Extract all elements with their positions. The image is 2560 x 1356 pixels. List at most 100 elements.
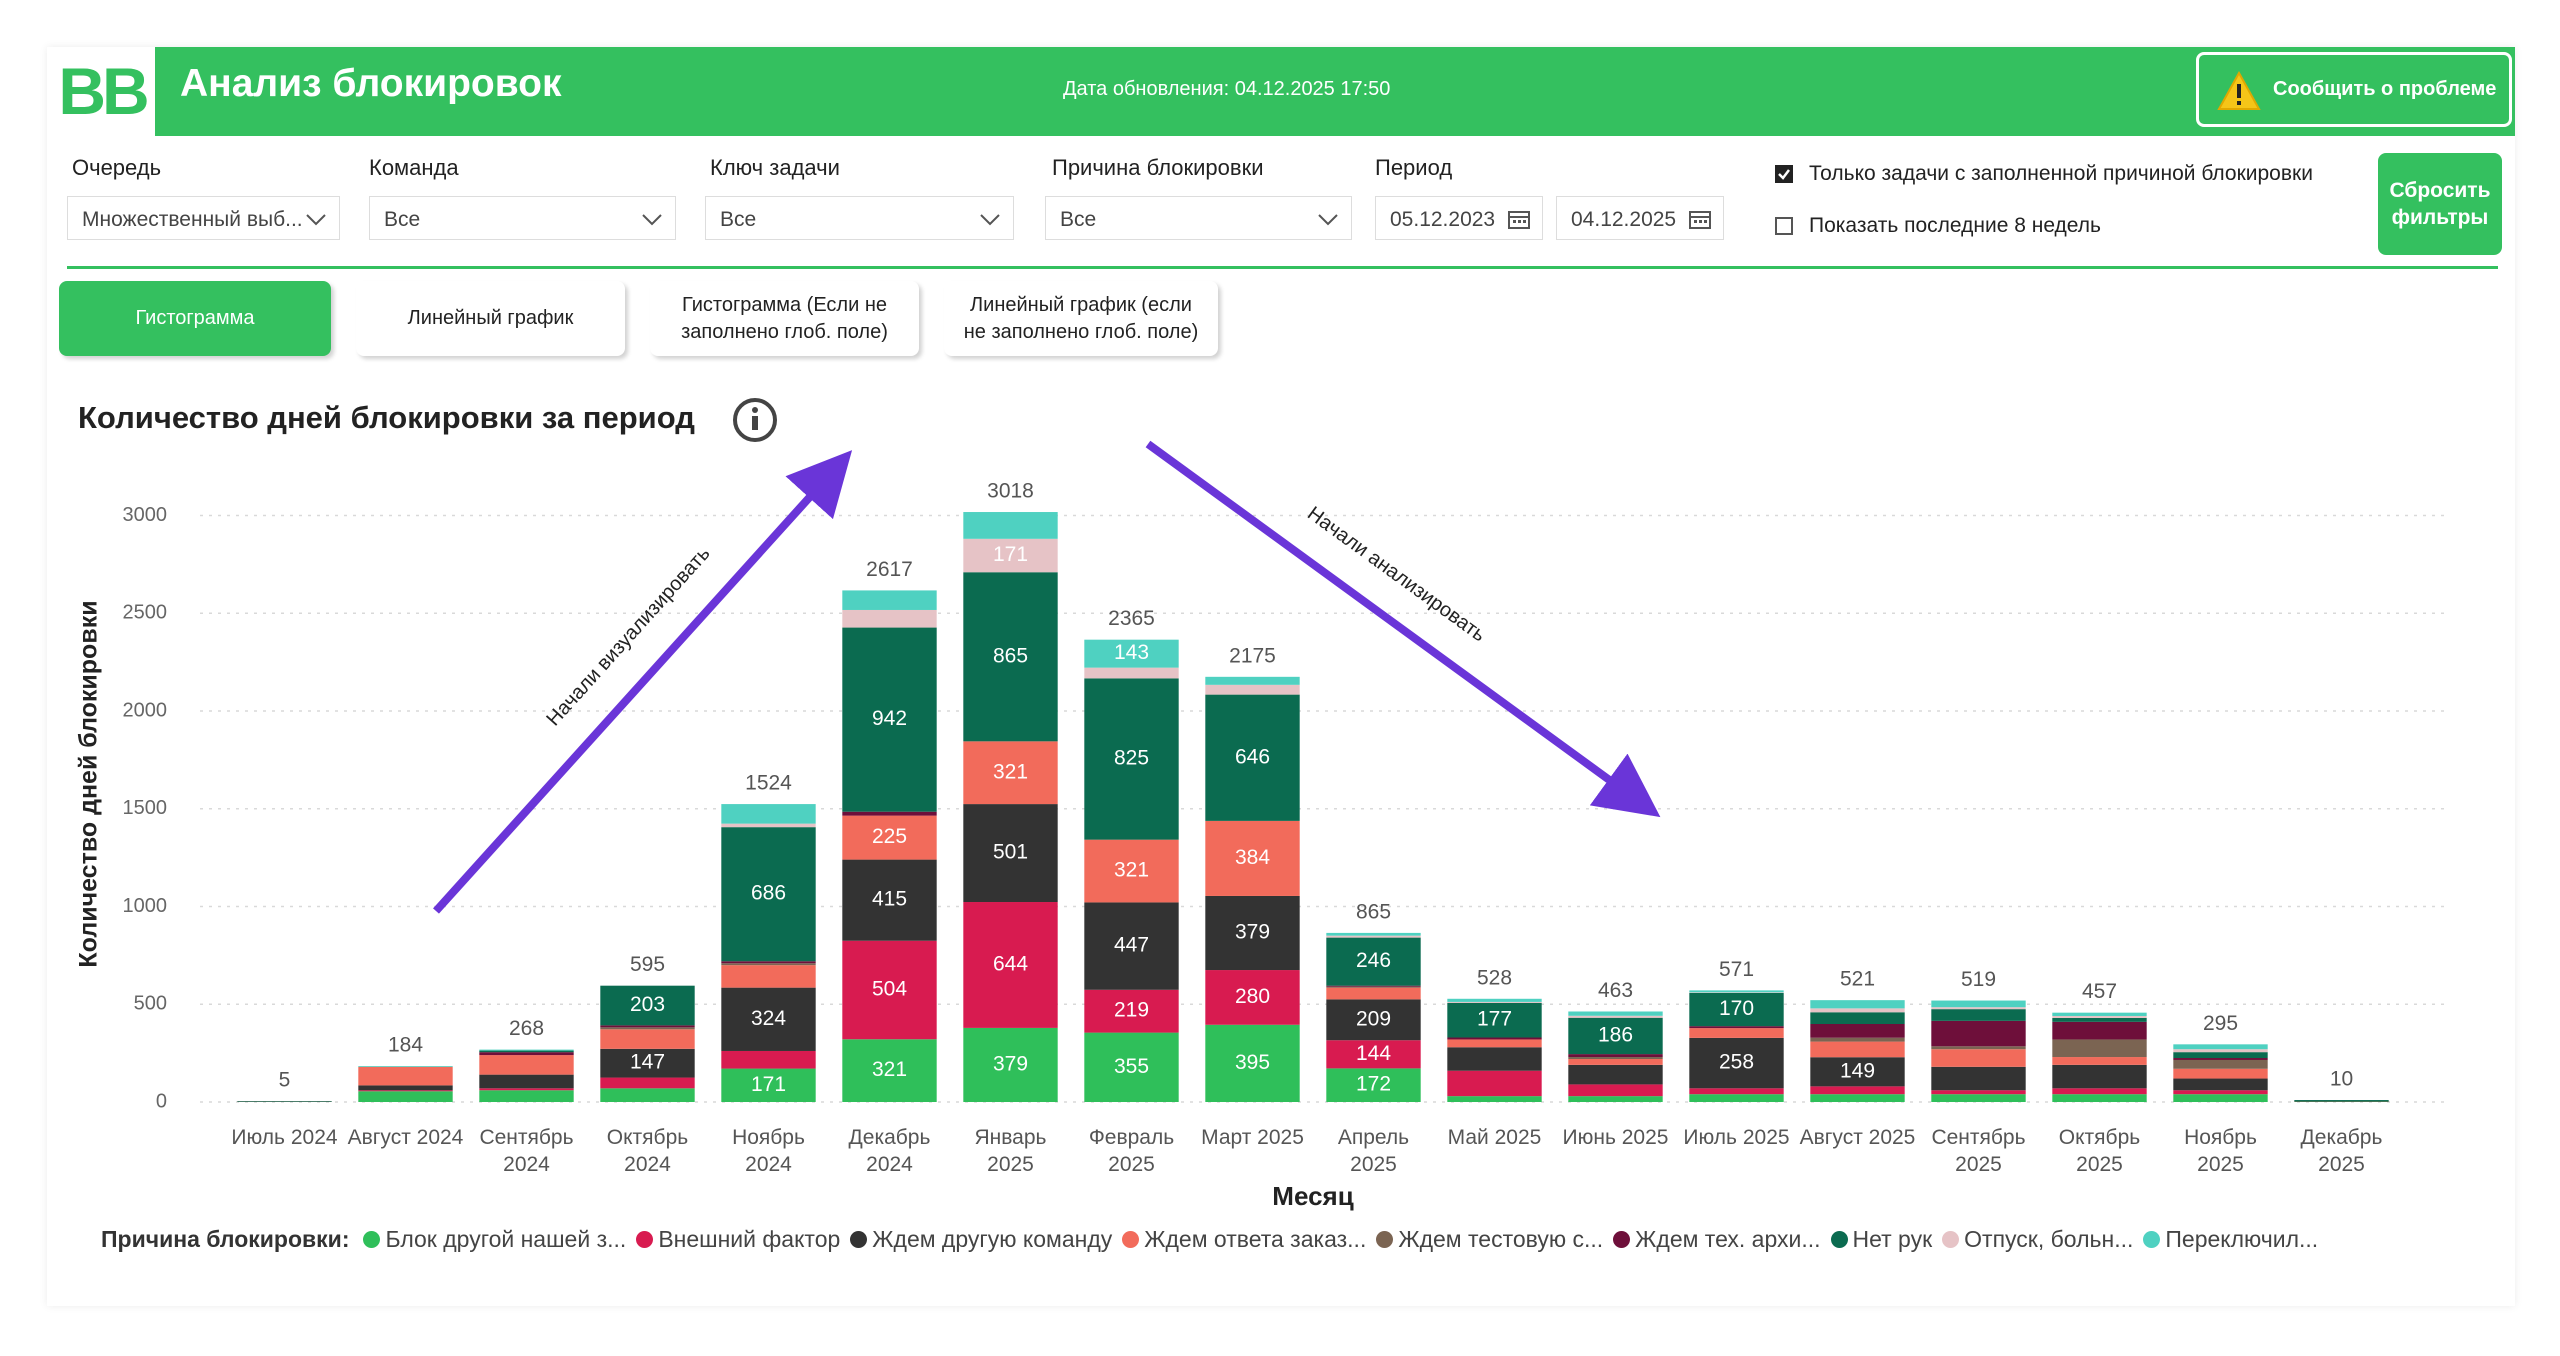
legend-swatch (1830, 1231, 1848, 1248)
dropdown[interactable]: Все (705, 196, 1014, 240)
bar-segment (358, 1090, 453, 1092)
bar-segment (2052, 1094, 2147, 1102)
legend-item[interactable]: Ждем ответа заказ... (1122, 1226, 1366, 1253)
total-label: 2617 (866, 558, 913, 581)
total-label: 2365 (1108, 607, 1155, 630)
x-tick-label: Июль 2024 (231, 1126, 338, 1149)
total-label: 2175 (1229, 644, 1276, 667)
bar-segment (721, 827, 816, 962)
bar-segment (479, 1088, 574, 1091)
legend-label: Внешний фактор (658, 1226, 841, 1252)
bar-segment (1810, 1057, 1905, 1087)
segment-label: 177 (1477, 1008, 1512, 1031)
bar-segment (842, 1039, 937, 1102)
bar-segment (1689, 992, 1784, 1027)
bar-segment (1810, 1086, 1905, 1095)
bar-segment (1084, 1032, 1179, 1102)
bar-segment (1084, 839, 1179, 903)
chevron (306, 214, 326, 226)
checkbox[interactable]: Показать последние 8 недель (1775, 214, 2101, 238)
date-input[interactable]: 05.12.2023 (1375, 196, 1543, 240)
legend-label: Нет рук (1852, 1226, 1933, 1252)
bar-segment (1689, 1028, 1784, 1038)
legend-label: Ждем другую команду (872, 1226, 1113, 1252)
legend-item[interactable]: Ждем тестовую с... (1376, 1226, 1603, 1253)
tab[interactable]: Гистограмма (59, 281, 331, 356)
y-tick-label: 1000 (123, 895, 168, 917)
bar-segment (1931, 1094, 2026, 1102)
bar-segment (963, 741, 1058, 805)
segment-label: 321 (872, 1058, 907, 1081)
logo: BB (49, 47, 155, 136)
legend-item[interactable]: Отпуск, больн... (1942, 1226, 2133, 1253)
x-tick-label: Август 2024 (347, 1126, 464, 1149)
bar-segment (842, 815, 937, 860)
dropdown[interactable]: Все (1045, 196, 1352, 240)
bar-segment (1931, 1020, 2026, 1047)
bar-segment (721, 963, 816, 966)
bar-segment (1084, 639, 1179, 668)
tab[interactable]: Линейный график (356, 281, 625, 356)
date-input[interactable]: 04.12.2025 (1556, 196, 1724, 240)
bar-segment (1447, 1002, 1542, 1038)
total-label: 571 (1719, 958, 1754, 981)
legend-label: Блок другой нашей з... (385, 1226, 627, 1252)
segment-label: 171 (751, 1073, 786, 1096)
segment-label: 170 (1719, 997, 1754, 1020)
bar-segment (479, 1052, 574, 1056)
bar-segment (1568, 1058, 1663, 1065)
bar-segment (963, 512, 1058, 539)
bar-segment (1931, 1009, 2026, 1021)
bar-segment (1447, 1037, 1542, 1040)
checkbox[interactable]: Только задачи с заполненной причиной бло… (1775, 162, 2313, 186)
bar-segment (721, 804, 816, 824)
filter-label: Команда (369, 155, 459, 180)
bar-segment (1205, 970, 1300, 1025)
app-title: Анализ блокировок (180, 62, 562, 105)
segment-label: 186 (1598, 1023, 1633, 1046)
bar-segment (963, 902, 1058, 1028)
date-value: 05.12.2023 (1390, 208, 1496, 231)
bar-segment (2173, 1078, 2268, 1091)
bar-segment (1326, 987, 1421, 1000)
segment-label: 246 (1356, 949, 1391, 972)
legend-swatch (1613, 1231, 1631, 1248)
calendar-icon (1689, 211, 1711, 229)
total-label: 519 (1961, 968, 1996, 991)
bar-segment (842, 811, 937, 816)
segment-label: 219 (1114, 999, 1149, 1022)
dropdown-value: Все (720, 208, 757, 231)
legend-item[interactable]: Нет рук (1830, 1226, 1933, 1253)
reset-button[interactable]: Сбросить фильтры (2378, 153, 2502, 255)
chevron (980, 214, 1000, 226)
bar-segment (1447, 1047, 1542, 1071)
bar-segment (1326, 986, 1421, 988)
segment-label: 395 (1235, 1051, 1270, 1074)
info-icon[interactable] (733, 398, 777, 442)
tab[interactable]: Линейный график (если не заполнено глоб.… (944, 281, 1218, 356)
bar-segment (1205, 676, 1300, 685)
legend-item[interactable]: Ждем другую команду (850, 1226, 1112, 1253)
legend: Причина блокировки: Блок другой нашей з..… (101, 1226, 2328, 1253)
legend-item[interactable]: Переключил... (2143, 1226, 2318, 1253)
bar-segment (1689, 1088, 1784, 1095)
chevron (1318, 214, 1338, 226)
bar-segment (479, 1049, 574, 1051)
legend-swatch (2143, 1231, 2161, 1248)
report-button[interactable]: Сообщить о проблеме (2196, 52, 2512, 127)
bar-segment (1568, 1015, 1663, 1018)
legend-item[interactable]: Блок другой нашей з... (363, 1226, 626, 1253)
legend-item[interactable]: Внешний фактор (636, 1226, 840, 1253)
bar-segment (2052, 1021, 2147, 1040)
dropdown[interactable]: Множественный выб... (67, 196, 340, 240)
bar-segment (1568, 1084, 1663, 1097)
legend-label: Ждем ответа заказ... (1144, 1226, 1367, 1252)
bar-segment (1931, 1000, 2026, 1008)
bar-segment (1810, 1008, 1905, 1013)
dropdown[interactable]: Все (369, 196, 676, 240)
bar-segment (479, 1055, 574, 1075)
legend-item[interactable]: Ждем тех. архи... (1613, 1226, 1821, 1253)
bar-segment (1205, 694, 1300, 821)
tab[interactable]: Гистограмма (Если не заполнено глоб. пол… (650, 281, 919, 356)
checkbox-box (1775, 217, 1793, 235)
